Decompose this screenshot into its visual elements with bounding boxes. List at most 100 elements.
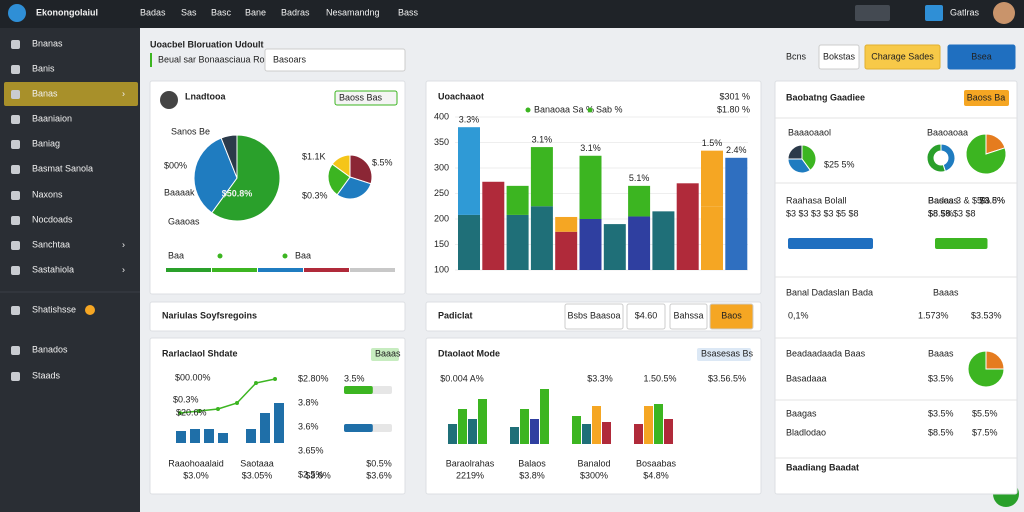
nav-item[interactable]: Naxons [32, 189, 63, 199]
stat-label: Banal Dadaslan Bada [786, 287, 873, 297]
section-button-label[interactable]: Bahssa [673, 310, 703, 320]
toolbar-button-label[interactable]: Bokstas [823, 51, 856, 61]
donut-label: Baaaoaaol [788, 127, 831, 137]
bar-label: 3.1% [580, 143, 601, 153]
section-button[interactable] [564, 303, 624, 330]
menu-item[interactable]: Basc [211, 7, 232, 17]
small-pie-slice [336, 176, 372, 200]
toolbar-button[interactable] [818, 44, 860, 70]
line-point [254, 381, 258, 385]
section-button[interactable] [669, 303, 708, 330]
bar [274, 403, 284, 443]
section-button-label[interactable]: Bsbs Baasoa [567, 310, 620, 320]
footer-value: $3.6% [305, 470, 331, 480]
app-icon[interactable] [925, 5, 943, 21]
footer-value: Baraolrahas [446, 458, 495, 468]
small-pie-slice [349, 154, 373, 185]
donut-label: Baaoaoaa [927, 127, 968, 137]
small-pie-label: $.5% [372, 157, 393, 167]
pie-slice [220, 134, 238, 179]
bar-segment [506, 214, 529, 270]
nav-arrow: › [122, 264, 125, 274]
bar [592, 406, 601, 444]
card-tag [371, 348, 399, 361]
row-value: 3.5% [344, 373, 365, 383]
nav-icon [11, 165, 20, 174]
y-tick-label: 100 [434, 264, 449, 274]
bar-segment [652, 211, 675, 270]
avatar[interactable] [993, 2, 1015, 24]
nav-item[interactable]: Sastahiola [32, 264, 74, 274]
menu-item[interactable]: Badras [281, 7, 310, 17]
toolbar-button[interactable] [947, 44, 1016, 70]
search-toggle[interactable] [855, 5, 890, 21]
panel-button[interactable] [964, 90, 1009, 106]
row-value: $2.5% [298, 469, 324, 479]
y-tick-label: 350 [434, 137, 449, 147]
bar-label: 3.3% [459, 115, 480, 125]
toolbar-button[interactable] [864, 44, 941, 70]
legend-label: Banaoaa Sa % [534, 104, 594, 114]
bar [654, 404, 663, 444]
bar [468, 419, 477, 444]
bar [176, 431, 186, 443]
toolbar-button-label[interactable]: Charage Sades [871, 51, 934, 61]
bar-segment [458, 127, 480, 215]
section-button[interactable] [626, 303, 666, 330]
panel-row: $3.5% [928, 408, 954, 418]
menu-item[interactable]: Nesamandng [326, 7, 380, 17]
header-value: $3.3% [587, 373, 613, 383]
footer-value: Bosaabas [636, 458, 677, 468]
panel-row: $5.5% [972, 408, 998, 418]
panel-row: $8.5% [928, 208, 954, 218]
nav-item[interactable]: Banis [32, 63, 55, 73]
search-box[interactable] [264, 48, 406, 72]
panel-row: $3 $3 $3 $3 $5 $8 [786, 208, 859, 218]
menu-item[interactable]: Badas [140, 7, 166, 17]
pie-callout: Gaaoas [168, 216, 200, 226]
nav-icon [11, 216, 20, 225]
nav-item[interactable]: Sanchtaa [32, 239, 70, 249]
color-stripe [350, 268, 395, 272]
card-title: Dtaolaot Mode [438, 348, 500, 358]
nav-item[interactable]: Staads [32, 370, 61, 380]
nav-item[interactable]: Baaniaion [32, 113, 72, 123]
bar-segment [603, 224, 626, 270]
bar [602, 422, 611, 444]
section-button-label[interactable]: Baos [721, 310, 742, 320]
nav-item[interactable]: Basmat Sanola [32, 163, 93, 173]
bar [644, 406, 653, 444]
nav-item[interactable]: Banas [32, 88, 58, 98]
panel-row: $3.5% [979, 195, 1005, 205]
nav-item[interactable]: Nocdoads [32, 214, 73, 224]
section-button-label[interactable]: $4.60 [635, 310, 658, 320]
nav-item[interactable]: Baniag [32, 138, 60, 148]
panel-button-label[interactable]: Baoss Ba [967, 92, 1006, 102]
progress-bar [788, 238, 873, 249]
nav-item[interactable]: Bnanas [32, 38, 63, 48]
donut-value: $25 5% [824, 159, 855, 169]
bar-segment [506, 185, 529, 215]
panel-footer: Baadiang Baadat [786, 462, 859, 472]
bar-segment [725, 157, 748, 270]
small-pie-label: $1.1K [302, 151, 326, 161]
footer-value: Balaos [518, 458, 546, 468]
card-tag [697, 348, 751, 361]
bar [540, 389, 549, 444]
pie-callout: $00% [164, 160, 187, 170]
menu-item[interactable]: Sas [181, 7, 197, 17]
corner-value: $301 % [719, 91, 750, 101]
toolbar-button-label[interactable]: Bsea [971, 51, 992, 61]
menu-item[interactable]: Bass [398, 7, 419, 17]
bar-segment [555, 216, 578, 232]
donut-slice [787, 158, 811, 174]
nav-icon [11, 40, 20, 49]
nav-item[interactable]: Banados [32, 344, 68, 354]
menu-item[interactable]: Bane [245, 7, 266, 17]
nav-item[interactable]: Shatishsse [32, 304, 76, 314]
section-button[interactable] [709, 303, 754, 330]
panel-row: Basadaaa [786, 373, 827, 383]
footer-value: $0.5% [366, 458, 392, 468]
toolbar-link[interactable]: Bcns [786, 51, 807, 61]
